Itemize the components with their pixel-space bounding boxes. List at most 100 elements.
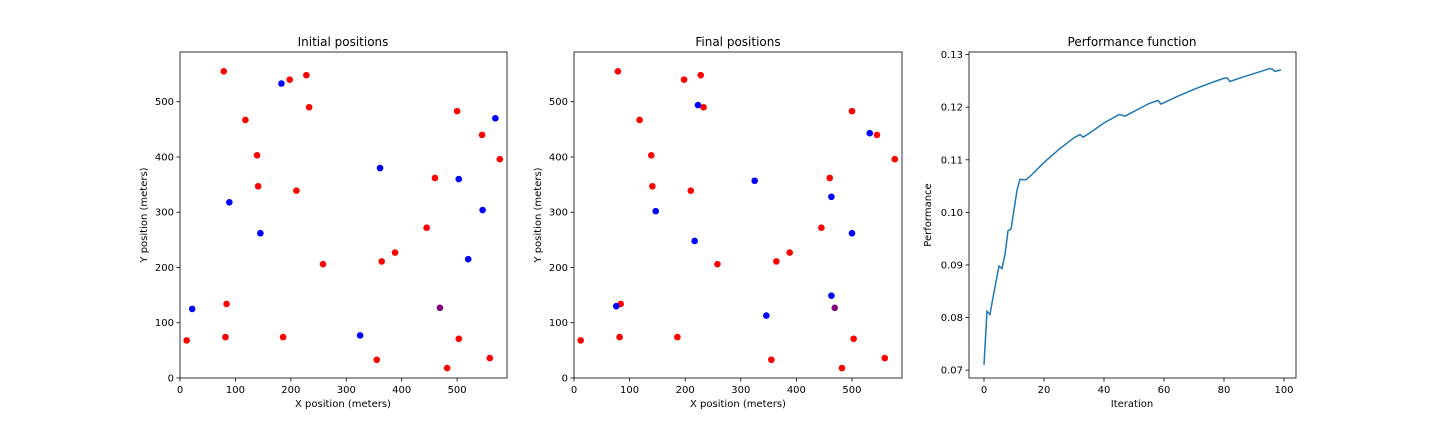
panel-initial-positions: Initial positions X position (meters) Y … — [139, 35, 508, 410]
y-tick-label: 0.12 — [941, 103, 963, 114]
y-tick-label: 0 — [168, 374, 174, 385]
scatter-point-red — [453, 107, 461, 115]
scatter-point-blue — [691, 237, 698, 245]
scatter-point-red — [697, 71, 705, 79]
plot-frame — [179, 51, 508, 379]
scatter-point-red — [838, 364, 846, 372]
scatter-point-blue — [278, 80, 285, 87]
x-tick-label: 300 — [731, 385, 750, 396]
x-tick-label: 60 — [1158, 385, 1171, 396]
panel-title: Initial positions — [298, 35, 389, 49]
scatter-point-blue — [866, 129, 874, 137]
y-tick-label: 200 — [549, 263, 568, 274]
x-tick-label: 500 — [448, 385, 467, 396]
x-tick-label: 400 — [787, 385, 806, 396]
scatter-point-purple — [436, 304, 444, 312]
scatter-point-red — [614, 68, 622, 75]
y-tick-label: 0.08 — [941, 313, 963, 324]
scatter-point-blue — [188, 305, 196, 313]
scatter-point-red — [577, 337, 584, 344]
scatter-point-red — [649, 182, 656, 190]
scatter-point-red — [391, 249, 399, 256]
x-tick-label: 300 — [337, 385, 356, 396]
scatter-point-red — [478, 131, 486, 139]
panel-title: Performance function — [1068, 35, 1197, 49]
scatter-point-blue — [356, 332, 364, 339]
y-tick-label: 300 — [155, 208, 174, 219]
scatter-point-red — [279, 333, 287, 341]
y-tick-label: 0.11 — [941, 155, 963, 166]
scatter-point-blue — [492, 115, 499, 122]
scatter-point-red — [881, 354, 889, 362]
scatter-point-blue — [694, 101, 702, 109]
y-tick-label: 100 — [549, 318, 568, 329]
scatter-point-red — [768, 356, 775, 364]
scatter-point-blue — [652, 207, 660, 215]
x-tick-label: 80 — [1218, 385, 1231, 396]
scatter-point-red — [253, 152, 261, 159]
scatter-point-blue — [257, 229, 264, 237]
scatter-point-blue — [751, 177, 758, 185]
y-axis-label: Y position (meters) — [533, 167, 544, 263]
y-axis-label: Performance — [923, 183, 934, 246]
panel-title: Final positions — [695, 35, 780, 49]
scatter-point-blue — [479, 206, 486, 214]
scatter-point-red — [183, 337, 190, 344]
plot-frame — [573, 51, 903, 379]
scatter-point-red — [891, 155, 899, 163]
scatter-point-red — [496, 155, 504, 163]
scatter-point-red — [319, 260, 327, 268]
x-tick-label: 400 — [392, 385, 411, 396]
y-tick-label: 500 — [549, 97, 568, 108]
scatter-point-purple — [831, 304, 839, 312]
scatter-point-red — [303, 71, 310, 79]
y-tick-label: 0 — [562, 374, 568, 385]
scatter-point-blue — [848, 229, 856, 237]
scatter-point-red — [714, 260, 721, 268]
y-tick-label: 400 — [155, 152, 174, 163]
x-tick-label: 40 — [1098, 385, 1111, 396]
scatter-point-blue — [464, 255, 472, 263]
x-tick-label: 0 — [981, 385, 987, 396]
scatter-point-red — [680, 76, 688, 83]
scatter-point-blue — [763, 312, 770, 319]
y-tick-label: 100 — [155, 318, 174, 329]
scatter-point-red — [773, 258, 780, 265]
y-tick-label: 0.13 — [941, 50, 963, 61]
scatter-point-blue — [828, 193, 835, 201]
scatter-point-red — [286, 76, 294, 83]
scatter-point-red — [423, 224, 430, 232]
scatter-point-red — [873, 131, 881, 139]
scatter-point-red — [220, 68, 228, 75]
x-tick-label: 200 — [676, 385, 695, 396]
scatter-point-red — [431, 174, 439, 182]
x-tick-label: 200 — [281, 385, 300, 396]
scatter-point-red — [305, 103, 313, 111]
scatter-point-red — [674, 333, 681, 341]
scatter-point-blue — [455, 175, 463, 183]
y-tick-label: 400 — [549, 152, 568, 163]
scatter-point-red — [616, 333, 623, 341]
scatter-point-red — [222, 333, 229, 341]
scatter-point-red — [378, 258, 386, 265]
x-tick-label: 500 — [842, 385, 861, 396]
scatter-point-red — [850, 335, 857, 343]
y-tick-label: 200 — [155, 263, 174, 274]
scatter-point-red — [848, 107, 856, 115]
y-tick-label: 500 — [155, 97, 174, 108]
scatter-point-red — [242, 116, 249, 124]
scatter-point-red — [700, 103, 707, 111]
scatter-point-red — [223, 300, 230, 308]
scatter-point-red — [373, 356, 381, 364]
x-tick-label: 0 — [571, 385, 577, 396]
panel-final-positions: Final positions X position (meters) Y po… — [533, 35, 903, 410]
x-axis-label: X position (meters) — [690, 399, 786, 410]
y-axis-label: Y position (meters) — [139, 167, 150, 263]
scatter-point-red — [687, 187, 695, 194]
scatter-point-red — [293, 187, 300, 194]
scatter-point-blue — [828, 292, 835, 299]
scatter-point-blue — [226, 198, 233, 206]
x-tick-label: 100 — [226, 385, 245, 396]
x-tick-label: 100 — [1274, 385, 1293, 396]
x-tick-label: 20 — [1038, 385, 1051, 396]
